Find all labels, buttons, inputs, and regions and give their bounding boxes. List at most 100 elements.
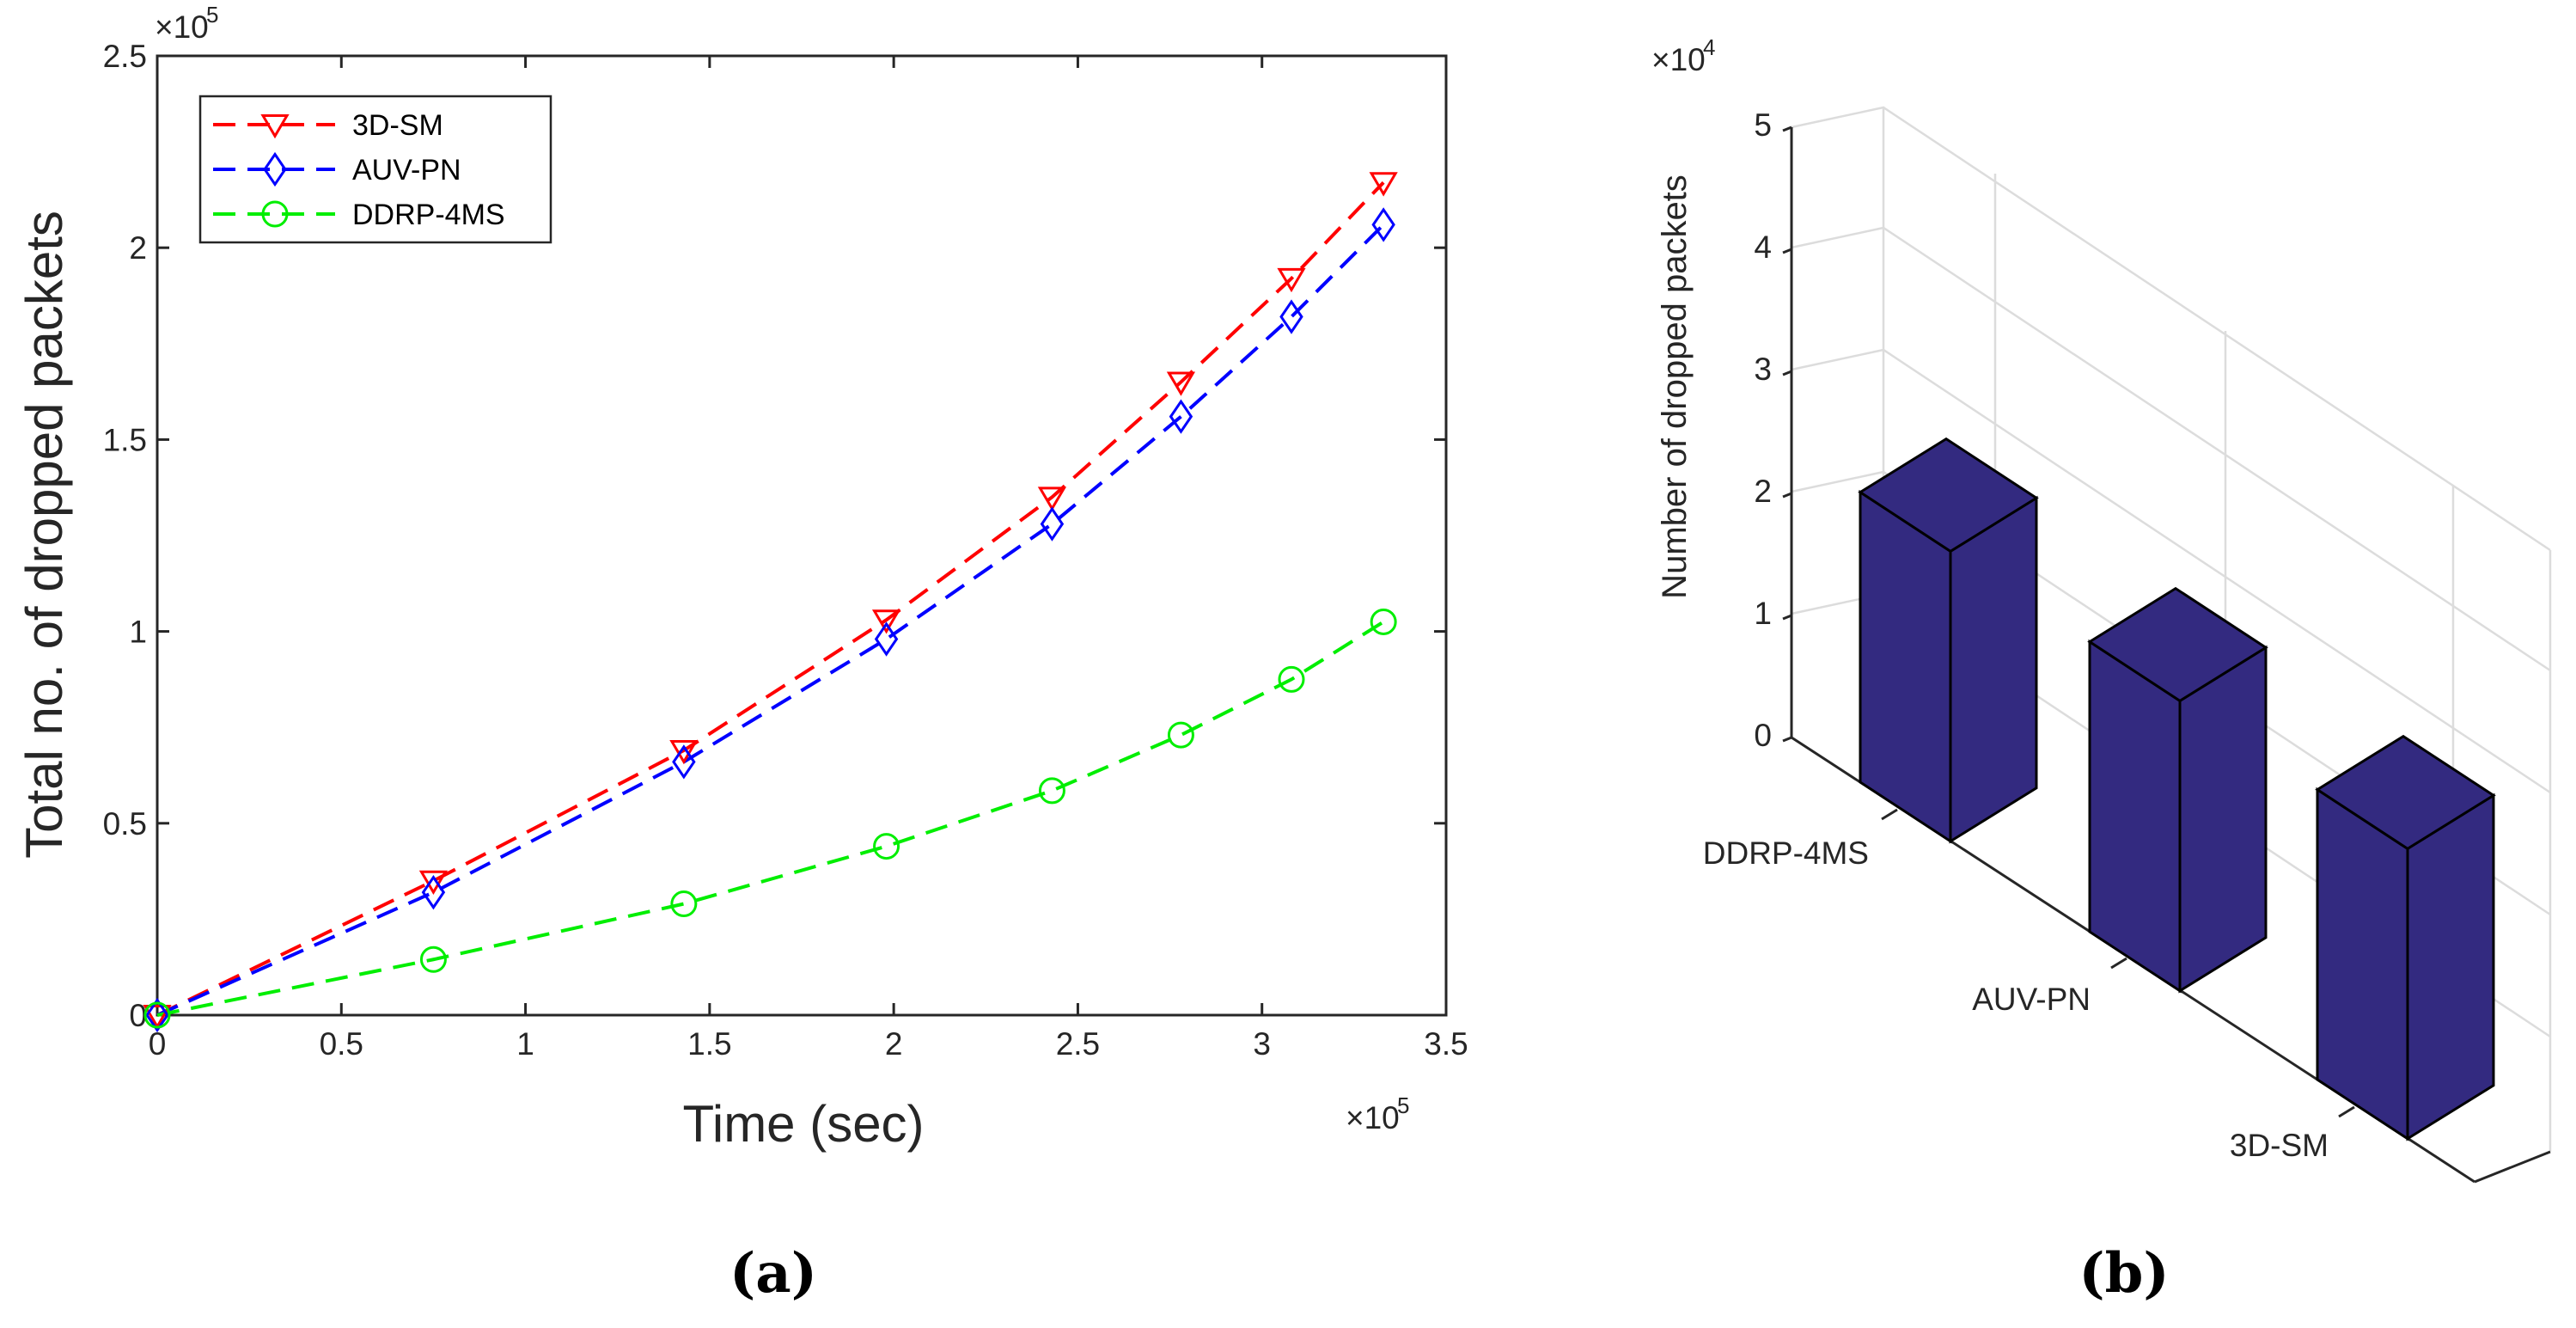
b-y-tick-label-1: 1 [1754, 596, 1772, 631]
point-auv-pn-4 [1040, 506, 1065, 542]
y-multiplier-b: ×10 [1651, 42, 1706, 77]
bar-top-0 [1858, 437, 2039, 554]
point-auv-pn-5 [1169, 399, 1193, 434]
point-3d-sm-2 [669, 739, 699, 765]
y-multiplier-a: ×10 [155, 9, 209, 45]
bar-top-1 [2087, 586, 2268, 703]
category-tick-0 [1881, 808, 1898, 821]
point-3d-sm-1 [418, 870, 449, 896]
x-tick-label-6: 3 [1253, 1026, 1271, 1062]
point-auv-pn-3 [874, 621, 899, 657]
right-base-b [2474, 1150, 2551, 1184]
caption-a: (a) [729, 1241, 817, 1306]
point-3d-sm-7 [1369, 172, 1398, 197]
x-tick-label-4: 2 [885, 1026, 903, 1062]
y-axis-label-b: Number of dropped packets [1656, 174, 1694, 599]
point-3d-sm-3 [871, 609, 901, 634]
x-tick-label-7: 3.5 [1424, 1026, 1468, 1062]
grid-level-2 [1791, 470, 2551, 916]
y-tick-label-1: 0.5 [103, 806, 147, 841]
x-axis-label-a: Time (sec) [682, 1095, 924, 1153]
point-3d-sm-5 [1166, 371, 1196, 396]
y-tick-1 [1782, 614, 1792, 621]
y-tick-4 [1782, 248, 1792, 254]
grid-level-4 [1791, 226, 2551, 672]
y-tick-2 [1782, 492, 1792, 499]
series-line-auv-pn [156, 223, 1385, 1017]
grid-level-5 [1791, 106, 2551, 552]
bar-top-2 [2315, 734, 2496, 851]
y-tick-0 [1782, 736, 1792, 743]
b-y-tick-label-2: 2 [1754, 474, 1772, 509]
y-exponent-a: 5 [206, 2, 218, 28]
point-ddrp-4ms-5 [1167, 721, 1194, 749]
x-tick-label-1: 0.5 [320, 1026, 363, 1062]
point-auv-pn-0 [145, 997, 169, 1033]
legend-marker-auv-pn [263, 151, 287, 187]
point-3d-sm-4 [1037, 487, 1067, 511]
point-ddrp-4ms-4 [1038, 777, 1065, 805]
bar-front-1 [2088, 639, 2182, 994]
x-exponent-a: 5 [1397, 1092, 1409, 1118]
bar-front-0 [1859, 489, 1952, 844]
y-tick-label-0: 0 [129, 998, 147, 1033]
y-exponent-b: 4 [1703, 34, 1715, 60]
point-3d-sm-0 [143, 1005, 172, 1030]
point-ddrp-4ms-3 [873, 833, 900, 860]
legend-label-ddrp-4ms: DDRP-4MS [352, 199, 505, 231]
panel-b: 0 1 2 3 4 5 DDRP-4MS AUV-PN 3D-SM ×10 4 Numbe… [1651, 34, 2552, 1306]
y-tick-labels-b: 0 1 2 3 4 5 [1754, 107, 1772, 753]
series-lines-a [156, 181, 1385, 1017]
bar-front-2 [2316, 786, 2409, 1141]
legend-a: 3D-SM AUV-PN DDRP-4MS [198, 95, 552, 244]
point-3d-sm-6 [1277, 267, 1306, 293]
category-label-ddrp-4ms: DDRP-4MS [1703, 835, 1869, 871]
bar-ddrp-4ms [1858, 437, 2039, 844]
series-line-3d-sm [156, 181, 1385, 1017]
category-tick-2 [2338, 1105, 2355, 1118]
y-tick-label-4: 2 [129, 230, 147, 266]
point-ddrp-4ms-6 [1278, 665, 1305, 693]
x-tick-label-3: 1.5 [687, 1026, 731, 1062]
legend-label-auv-pn: AUV-PN [352, 154, 461, 187]
legend-label-3d-sm: 3D-SM [352, 109, 443, 142]
bar-side-2 [2406, 793, 2495, 1141]
y-tick-label-5: 2.5 [103, 39, 147, 74]
x-tick-label-2: 1 [516, 1026, 534, 1062]
panel-a: 0 0.5 1 1.5 2 2.5 3 3.5 0 0.5 1 1.5 2 2.5 ×10 5 ×10 5… [15, 2, 1468, 1306]
b-y-tick-label-3: 3 [1754, 352, 1772, 387]
x-tick-label-0: 0 [149, 1026, 167, 1062]
point-auv-pn-7 [1371, 207, 1395, 242]
bar-side-0 [1949, 495, 2038, 844]
point-ddrp-4ms-2 [670, 890, 698, 918]
x-tick-label-5: 2.5 [1056, 1026, 1100, 1062]
bar-3d-sm [2315, 734, 2496, 1141]
bar-side-1 [2178, 645, 2268, 994]
y-axis-label-a: Total no. of dropped packets [15, 211, 73, 859]
point-ddrp-4ms-0 [143, 1001, 171, 1029]
category-tick-1 [2110, 957, 2127, 970]
point-ddrp-4ms-7 [1370, 608, 1397, 635]
b-y-tick-label-0: 0 [1754, 718, 1772, 753]
tick-labels-a: 0 0.5 1 1.5 2 2.5 3 3.5 0 0.5 1 1.5 2 2.5 [103, 39, 1468, 1062]
y-tick-3 [1782, 370, 1792, 376]
legend-marker-ddrp-4ms [261, 200, 289, 228]
grid-level-3 [1791, 348, 2551, 794]
point-auv-pn-2 [672, 744, 696, 780]
bar-auv-pn [2087, 586, 2268, 994]
category-label-auv-pn: AUV-PN [1972, 982, 2091, 1017]
series-markers-a [143, 172, 1398, 1033]
y-tick-label-3: 1.5 [103, 422, 147, 457]
point-auv-pn-1 [421, 874, 446, 910]
x-multiplier-a: ×10 [1346, 1100, 1400, 1135]
point-auv-pn-6 [1279, 299, 1303, 334]
series-line-ddrp-4ms [156, 620, 1385, 1017]
y-tick-label-2: 1 [129, 615, 147, 650]
legend-marker-3d-sm [260, 114, 290, 139]
bars-b [1858, 437, 2496, 1141]
category-label-3d-sm: 3D-SM [2230, 1128, 2329, 1163]
b-y-tick-label-5: 5 [1754, 107, 1772, 143]
y-tick-5 [1782, 125, 1792, 132]
legend-entries-a: 3D-SM AUV-PN DDRP-4MS [213, 109, 505, 231]
